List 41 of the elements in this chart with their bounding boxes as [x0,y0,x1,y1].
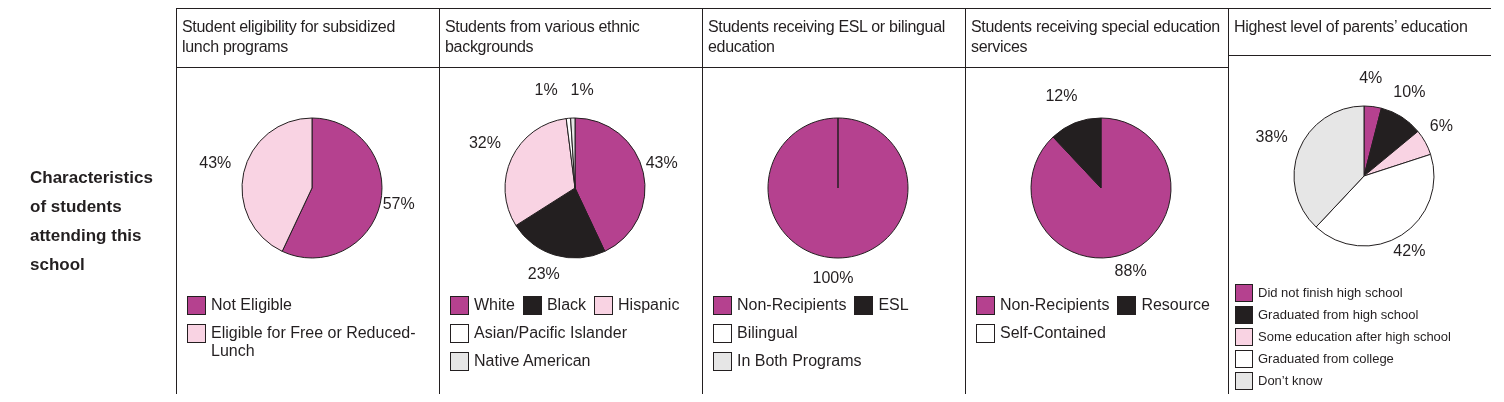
data-label: 88% [1114,261,1147,279]
data-label: 100% [812,268,854,286]
legend-label: Black [546,296,587,314]
legend-label: White [474,296,515,314]
data-label: 4% [1359,69,1383,87]
chart-title: Students receiving special education services [966,8,1228,68]
chart-title: Highest level of parents’ education [1229,8,1491,56]
text: Characteristics of students attending this school [29,167,154,276]
data-label: 6% [1429,117,1453,135]
legend-label: Native American [474,352,591,370]
legend-label: ESL [878,296,909,314]
legend-label: Asian/Pacific Islander [474,324,627,342]
legend-label: Non-Recipients [1000,296,1110,314]
chart-title: Students receiving ESL or bilingual education [703,8,965,68]
legend-label: Don’t know [1258,372,1323,389]
legend-label: Graduated from high school [1258,306,1419,323]
legend-label: Not Eligible [211,296,292,314]
legend-label: Resource [1141,296,1210,314]
legend-label: Self-Contained [1000,324,1106,342]
legend-label: Eligible for Free or Reduced-Lunch [211,324,417,360]
data-label: 23% [527,264,560,282]
data-label: 43% [199,153,232,171]
data-label: 12% [1045,87,1078,105]
data-label: 10% [1393,83,1426,101]
legend-label: In Both Programs [737,352,862,370]
pie-slice [1030,117,1172,259]
data-label: 32% [468,134,501,152]
chart-title: Student eligibility for subsidized lunch programs [177,8,439,68]
legend-label: Did not finish high school [1258,284,1403,301]
data-label: 1% [534,80,558,98]
legend-label: Hispanic [618,296,680,314]
legend-label: Some education after high school [1258,328,1451,345]
data-label: 43% [645,153,678,171]
legend-label: Bilingual [737,324,798,342]
data-label: 38% [1255,127,1288,145]
data-label: 57% [382,195,415,213]
legend-label: Non-Recipients [737,296,847,314]
chart-title: Students from various ethnic backgrounds [440,8,702,68]
data-label: 1% [570,80,594,98]
legend-label: Graduated from college [1258,350,1394,367]
data-label: 42% [1393,241,1426,259]
